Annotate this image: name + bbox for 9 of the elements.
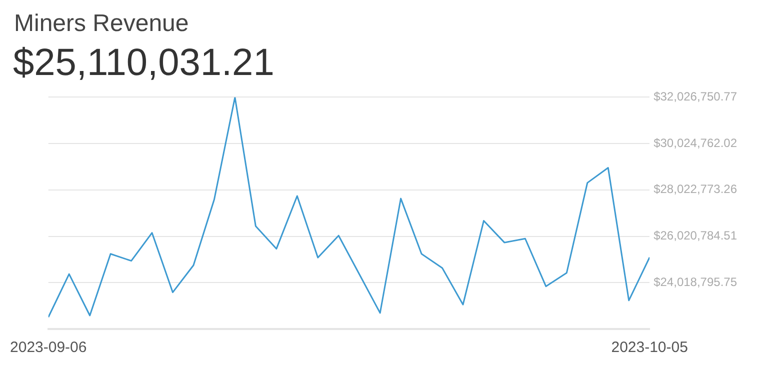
x-tick-label: 2023-09-06 bbox=[10, 339, 87, 356]
x-tick-label: 2023-10-05 bbox=[611, 339, 688, 356]
y-tick-label: $28,022,773.26 bbox=[654, 182, 738, 196]
y-tick-label: $26,020,784.51 bbox=[654, 228, 738, 243]
y-tick-label: $24,018,795.75 bbox=[654, 274, 738, 289]
chart-title: Miners Revenue bbox=[14, 10, 189, 38]
chart-subtitle: $25,110,031.21 bbox=[13, 42, 274, 85]
y-tick-label: $32,026,750.77 bbox=[654, 90, 738, 104]
y-tick-label: $30,024,762.02 bbox=[654, 136, 738, 150]
